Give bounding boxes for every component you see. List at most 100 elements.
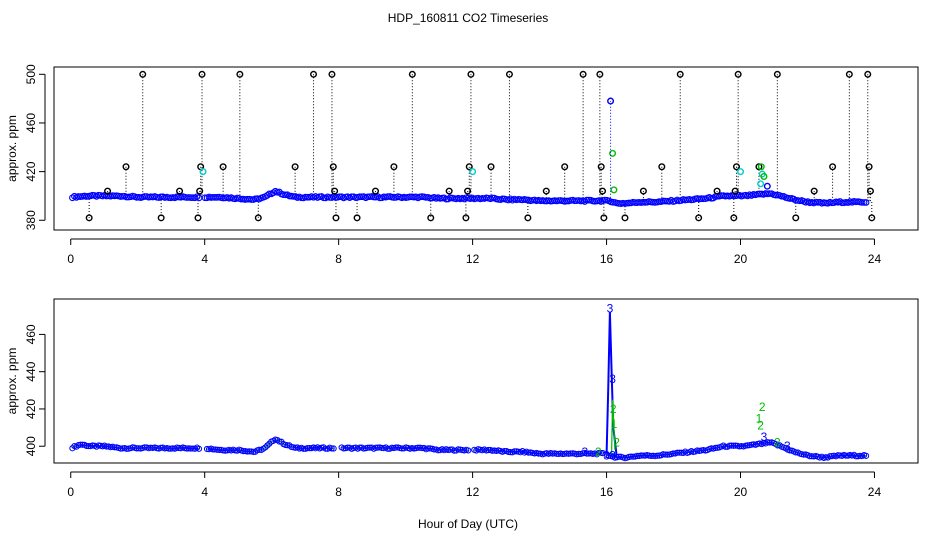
baseline-point [647,452,655,460]
baseline-point [732,442,739,449]
baseline-point [535,450,542,457]
x-tick-label: 8 [335,485,342,499]
y-axis: 400 420 440 460 [24,324,46,456]
baseline-point [860,199,868,206]
x-tick-label: 12 [466,252,480,266]
raw-point [445,187,453,195]
baseline-point [678,449,685,456]
baseline-point [583,450,590,457]
baseline-point [778,192,786,200]
raw-point [462,214,470,222]
baseline-point [330,445,337,452]
baseline-point [639,452,647,459]
raw-point [427,214,435,222]
baseline-point [183,445,191,452]
baseline-point [595,449,602,457]
baseline-point [185,445,193,452]
raw-point [505,70,513,78]
y-tick-label: 400 [24,436,38,456]
raw-point [845,70,853,78]
event-point [610,186,618,194]
baseline-point [244,448,251,455]
raw-point [353,214,361,222]
baseline-point [507,449,514,456]
baseline-point [862,452,870,459]
baseline-point [213,446,221,453]
glyph-marker: 3 [761,430,768,444]
raw-point [332,214,340,222]
raw-point [579,70,587,78]
baseline-point [808,453,815,460]
event-point [760,172,768,180]
baseline-point [730,442,737,449]
raw-point [866,187,874,195]
baseline-point [654,452,661,459]
baseline-point [300,445,307,452]
glyph-marker: 3 [603,449,610,463]
raw-point [596,70,604,78]
baseline-point [247,196,255,203]
baseline-point [633,452,641,460]
x-axis-label: Hour of Day (UTC) [418,517,518,531]
x-tick-label: 4 [201,252,208,266]
x-tick-label: 16 [600,485,614,499]
raw-point [219,163,227,171]
baseline-point [465,447,472,454]
raw-point [810,187,818,195]
glyph-marker: 2 [613,436,620,450]
baseline-point [726,442,733,449]
baseline-point [265,190,273,198]
y-tick-label: 460 [24,324,38,344]
raw-point [829,163,837,171]
baseline-point [786,447,793,454]
flagged-point [469,168,477,176]
baseline-point [418,444,426,452]
raw-point [104,187,112,195]
raw-point [139,70,147,78]
baseline-point [356,444,363,451]
baseline-point [567,450,574,457]
baseline-point [826,453,834,460]
raw-point [561,163,569,171]
baseline-point [392,444,400,451]
flagged-point [199,168,207,176]
baseline-point [165,445,172,452]
event-point [763,182,771,190]
glyph-marker: 2 [595,445,602,459]
raw-point [408,70,416,78]
baseline-point [722,443,729,450]
baseline-point [728,442,735,449]
baseline-point [79,441,86,448]
baseline-point [344,444,351,451]
baseline-point [597,449,604,457]
baseline-point [607,452,615,460]
baseline-point [834,452,842,459]
spike-line-alt [610,399,616,454]
raw-point [773,70,781,78]
x-tick-label: 20 [734,485,748,499]
baseline-point [384,445,391,452]
baseline-point [103,443,110,450]
baseline-point [306,445,313,452]
y-tick-label: 420 [24,161,38,181]
baseline-point [511,448,518,455]
baseline-point [304,444,311,452]
baseline-point [262,444,269,451]
baseline-point [615,453,623,460]
raw-point [254,214,262,222]
baseline-point [215,446,223,453]
baseline-point [85,442,92,450]
top-panel: 0 4 8 12 16 20 24 380 420 460 500 approx. ppm [5,64,919,266]
baseline-point [842,452,850,459]
data-series [69,70,876,222]
raw-point [122,163,130,171]
flagged-point [737,168,745,176]
raw-point [621,214,629,222]
raw-point [236,70,244,78]
baseline-point [384,193,392,200]
baseline-point [670,450,677,457]
baseline-point [862,199,870,206]
raw-point [194,214,202,222]
y-tick-label: 440 [24,361,38,381]
